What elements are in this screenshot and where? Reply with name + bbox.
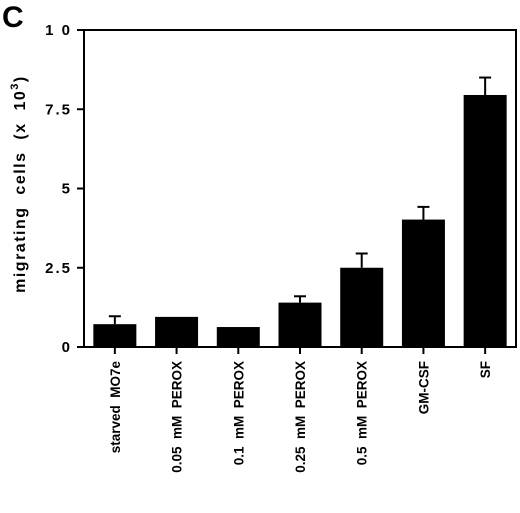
bar (155, 316, 199, 347)
x-tick-label: 0.25 mM PEROX (293, 361, 308, 473)
category-labels: starved MO7e 0.05 mM PEROX 0.1 mM PEROX 0.2… (108, 347, 493, 473)
bar (93, 324, 137, 347)
y-tick-label: 5 (62, 181, 72, 198)
bar (278, 302, 322, 347)
x-tick-label: 0.05 mM PEROX (170, 361, 185, 473)
y-tick-label: 0 (62, 339, 72, 356)
x-tick-label: GM-CSF (416, 361, 431, 414)
y-tick-label: 7.5 (45, 101, 72, 118)
y-tick-label: 2.5 (45, 260, 72, 277)
y-tick-label: 1 0 (45, 22, 72, 39)
bar (463, 94, 507, 347)
y-axis-label-superscript: 3 (9, 82, 21, 90)
bar (216, 327, 260, 347)
x-tick-label: 0.1 mM PEROX (231, 361, 246, 465)
bar (340, 267, 384, 347)
x-tick-label: 0.5 mM PEROX (355, 361, 370, 465)
y-axis-label: migrating cells (x 103) (9, 46, 29, 335)
y-axis-label-text: migrating cells (x 10 (12, 90, 29, 293)
y-ticks: 0 2.5 5 7.5 1 0 (45, 22, 84, 356)
bar (401, 219, 445, 347)
x-tick-label: starved MO7e (108, 361, 123, 454)
y-axis-label-close: ) (12, 75, 29, 82)
bars (93, 76, 507, 347)
panel-label: C (2, 1, 24, 34)
x-tick-label: SF (478, 361, 493, 378)
svg-text:migrating cells (x 103): migrating cells (x 103) (9, 46, 29, 335)
